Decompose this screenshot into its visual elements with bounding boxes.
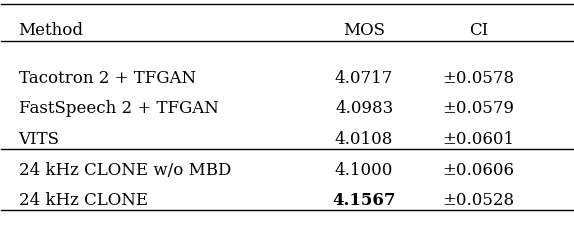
Text: MOS: MOS (343, 22, 385, 39)
Text: CI: CI (469, 22, 488, 39)
Text: ±0.0606: ±0.0606 (443, 161, 514, 178)
Text: 4.1000: 4.1000 (335, 161, 393, 178)
Text: 24 kHz CLONE w/o MBD: 24 kHz CLONE w/o MBD (18, 161, 231, 178)
Text: Method: Method (18, 22, 84, 39)
Text: ±0.0579: ±0.0579 (443, 100, 514, 117)
Text: 4.0717: 4.0717 (335, 69, 393, 86)
Text: 4.0983: 4.0983 (335, 100, 393, 117)
Text: ±0.0528: ±0.0528 (443, 191, 514, 208)
Text: 24 kHz CLONE: 24 kHz CLONE (18, 191, 148, 208)
Text: ±0.0601: ±0.0601 (443, 130, 514, 147)
Text: 4.1567: 4.1567 (332, 191, 396, 208)
Text: VITS: VITS (18, 130, 60, 147)
Text: ±0.0578: ±0.0578 (443, 69, 514, 86)
Text: FastSpeech 2 + TFGAN: FastSpeech 2 + TFGAN (18, 100, 218, 117)
Text: 4.0108: 4.0108 (335, 130, 393, 147)
Text: Tacotron 2 + TFGAN: Tacotron 2 + TFGAN (18, 69, 196, 86)
